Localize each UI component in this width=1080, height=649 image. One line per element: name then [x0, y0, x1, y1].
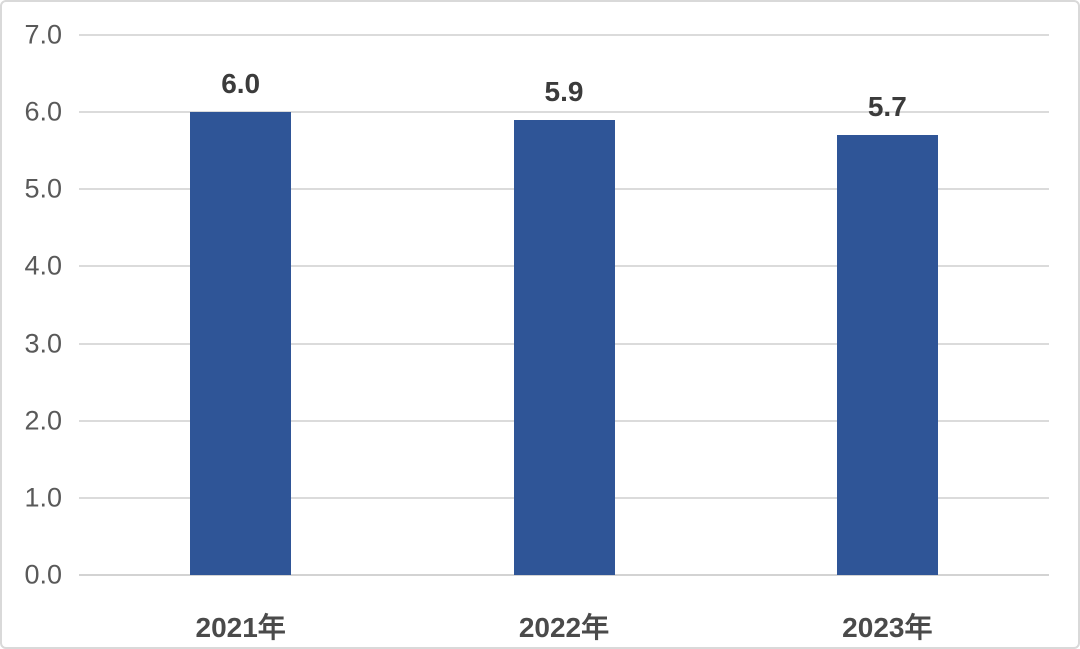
y-tick-label: 0.0: [24, 559, 62, 590]
y-tick-label: 1.0: [24, 482, 62, 513]
bar-2022: [513, 119, 615, 575]
y-tick-label: 5.0: [24, 173, 62, 204]
data-label: 6.0: [221, 68, 261, 100]
x-category-label: 2021年: [195, 612, 286, 643]
data-label: 5.7: [867, 91, 907, 123]
y-tick-label: 7.0: [24, 19, 62, 50]
bar-2023: [836, 135, 938, 575]
x-category-label: 2023年: [842, 612, 933, 643]
data-label: 5.9: [544, 75, 584, 107]
x-category-label: 2022年: [518, 612, 610, 643]
y-tick-label: 6.0: [24, 96, 62, 127]
gridline: [79, 111, 1049, 114]
y-tick-label: 2.0: [24, 405, 62, 436]
y-tick-label: 4.0: [24, 250, 62, 281]
x-axis-line: [79, 574, 1049, 576]
bar-2021: [190, 112, 292, 575]
gridline: [79, 34, 1049, 36]
y-tick-label: 3.0: [24, 328, 62, 359]
